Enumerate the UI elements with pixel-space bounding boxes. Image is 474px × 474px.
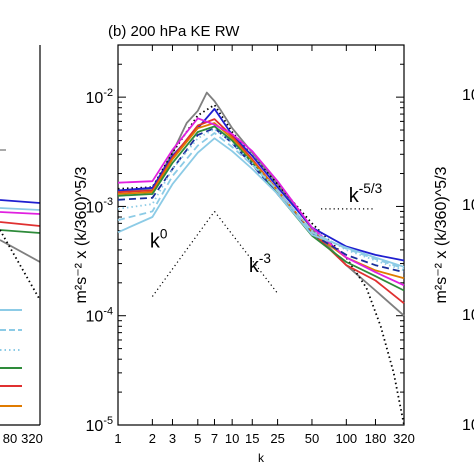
reference-lines — [151, 208, 376, 297]
y-tick-label: 10-4 — [86, 306, 113, 326]
chart-title: (b) 200 hPa KE RW — [108, 23, 240, 40]
left-series-line — [0, 207, 41, 211]
x-tick-label: 3 — [169, 431, 176, 446]
x-tick-label: 10 — [225, 431, 239, 446]
right-y-axis-label: m²s⁻² x (k/360)^5/3 — [433, 166, 450, 303]
right-y-tick-label: 10-2 — [462, 84, 474, 104]
series-line — [117, 117, 405, 287]
slope-reference-line — [151, 211, 215, 297]
x-tick-labels: 1 2 3 5 7 10 15 25 50 100 180 320 — [114, 431, 414, 446]
left-x-tick-label: 320 — [21, 431, 43, 446]
series-line — [117, 108, 405, 262]
x-axis-label: k — [258, 451, 265, 465]
x-tick-label: 50 — [305, 431, 319, 446]
series-line — [117, 118, 405, 305]
series-line — [117, 128, 405, 272]
left-series-line — [0, 211, 41, 215]
slope-annotation: k0 — [150, 227, 168, 253]
y-tick-labels: 10-5 10-4 10-3 10-2 — [86, 87, 113, 435]
right-y-tick-labels: 10-2 10-3 10-4 10-5 — [462, 84, 474, 434]
series-line — [117, 125, 405, 292]
x-tick-label: 100 — [335, 431, 357, 446]
left-series-line — [0, 229, 41, 301]
series-line — [117, 104, 405, 426]
slope-annotations: k0 k-3 k-5/3 — [150, 181, 382, 277]
right-y-tick-label: 10-3 — [462, 194, 474, 214]
right-y-tick-label: 10-5 — [462, 414, 474, 434]
y-tick-label: 10-3 — [86, 196, 113, 216]
x-tick-label: 1 — [114, 431, 121, 446]
left-panel: 80 320 — [0, 45, 43, 446]
left-series-line — [0, 199, 41, 204]
x-tick-label: 320 — [393, 431, 415, 446]
x-tick-label: 5 — [194, 431, 201, 446]
y-tick-label: 10-2 — [86, 87, 113, 107]
x-tick-label: 2 — [149, 431, 156, 446]
left-series-line — [0, 239, 41, 263]
left-x-tick-label: 80 — [3, 431, 17, 446]
y-axis-label: m²s⁻² x (k/360)^5/3 — [73, 166, 90, 303]
left-series-line — [0, 221, 41, 227]
slope-reference-line — [214, 211, 279, 294]
left-panel-series — [0, 199, 41, 301]
plot-frame — [117, 44, 405, 426]
left-series-line — [0, 229, 41, 234]
left-panel-legend — [0, 149, 22, 407]
right-panel: m²s⁻² x (k/360)^5/3 10-2 10-3 10-4 10-5 — [433, 84, 474, 434]
y-tick-label: 10-5 — [86, 415, 113, 435]
x-tick-label: 15 — [245, 431, 259, 446]
series-line — [117, 137, 405, 268]
series-line — [117, 132, 405, 270]
x-tick-label: 180 — [365, 431, 387, 446]
slope-annotation: k-5/3 — [349, 181, 382, 207]
slope-annotation: k-3 — [249, 251, 271, 277]
x-tick-label: 25 — [270, 431, 284, 446]
axis-ticks — [117, 44, 405, 426]
data-series — [117, 91, 405, 426]
center-panel: (b) 200 hPa KE RW k0 k-3 k-5/3 1 2 3 5 7 10 15 25… — [73, 23, 415, 465]
right-y-tick-label: 10-4 — [462, 304, 474, 324]
x-tick-label: 7 — [211, 431, 218, 446]
